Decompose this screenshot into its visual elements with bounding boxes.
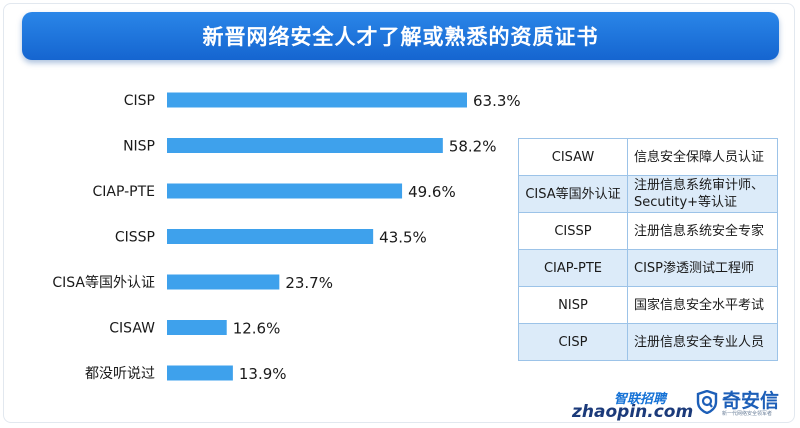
category-label: CISSP — [115, 230, 155, 246]
qianxin-tagline: 新一代网络安全领军者 — [722, 411, 773, 417]
cert-abbr-cell: NISP — [518, 286, 628, 324]
category-label: NISP — [123, 139, 155, 155]
logos: 智联招聘 zhaopin.com 奇安信 新一代网络安全领军者 — [572, 384, 796, 422]
bar — [167, 229, 374, 244]
cert-full-name-cell: 注册信息系统审计师、Secutity+等认证 — [627, 175, 778, 213]
table-row: NISP 国家信息安全水平考试 — [518, 286, 778, 324]
table-row: CISAW 信息安全保障人员认证 — [518, 138, 778, 176]
table-row: CIAP-PTE CISP渗透测试工程师 — [518, 249, 778, 287]
chart-frame — [3, 3, 795, 423]
cert-abbr-cell: CISA等国外认证 — [518, 175, 628, 213]
cert-abbr-cell: CIAP-PTE — [518, 249, 628, 287]
cert-full-name-cell: 信息安全保障人员认证 — [627, 138, 778, 176]
qianxin-name: 奇安信 — [722, 390, 780, 412]
value-label: 23.7% — [285, 274, 333, 292]
value-label: 63.3% — [473, 92, 521, 110]
table-row: CISSP 注册信息系统安全专家 — [518, 212, 778, 250]
cert-full-name-cell: CISP渗透测试工程师 — [627, 249, 778, 287]
qianxin-shield-icon — [696, 390, 718, 414]
value-label: 13.9% — [239, 365, 287, 383]
cert-full-name-cell: 注册信息安全专业人员 — [627, 323, 778, 361]
bar — [167, 92, 467, 108]
cert-full-name-cell: 国家信息安全水平考试 — [627, 286, 778, 324]
chart-title: 新晋网络安全人才了解或熟悉的资质证书 — [22, 12, 779, 60]
value-label: 43.5% — [379, 229, 427, 247]
value-label: 49.6% — [408, 183, 456, 201]
zhaopin-cn-name: 智联招聘 — [614, 392, 667, 407]
value-label: 12.6% — [233, 320, 281, 338]
certificate-legend-table: CISAW 信息安全保障人员认证 CISA等国外认证 注册信息系统审计师、Secuti… — [518, 138, 778, 361]
cert-abbr-cell: CISSP — [518, 212, 628, 250]
table-row: CISA等国外认证 注册信息系统审计师、Secutity+等认证 — [518, 175, 778, 213]
cert-full-name-cell: 注册信息系统安全专家 — [627, 212, 778, 250]
table-row: CISP 注册信息安全专业人员 — [518, 323, 778, 361]
cert-abbr-cell: CISAW — [518, 138, 628, 176]
bar — [167, 365, 233, 381]
category-label: CISA等国外认证 — [52, 274, 155, 291]
bar — [167, 138, 443, 153]
bar — [167, 274, 280, 290]
category-label: CISAW — [109, 321, 155, 337]
category-label: CISP — [124, 93, 155, 109]
bar — [167, 320, 227, 335]
value-label: 58.2% — [449, 138, 497, 156]
bar — [167, 183, 403, 199]
category-label: CIAP-PTE — [92, 184, 155, 200]
category-label: 都没听说过 — [85, 366, 155, 382]
cert-abbr-cell: CISP — [518, 323, 628, 361]
zhaopin-en-name: zhaopin.com — [572, 402, 694, 422]
